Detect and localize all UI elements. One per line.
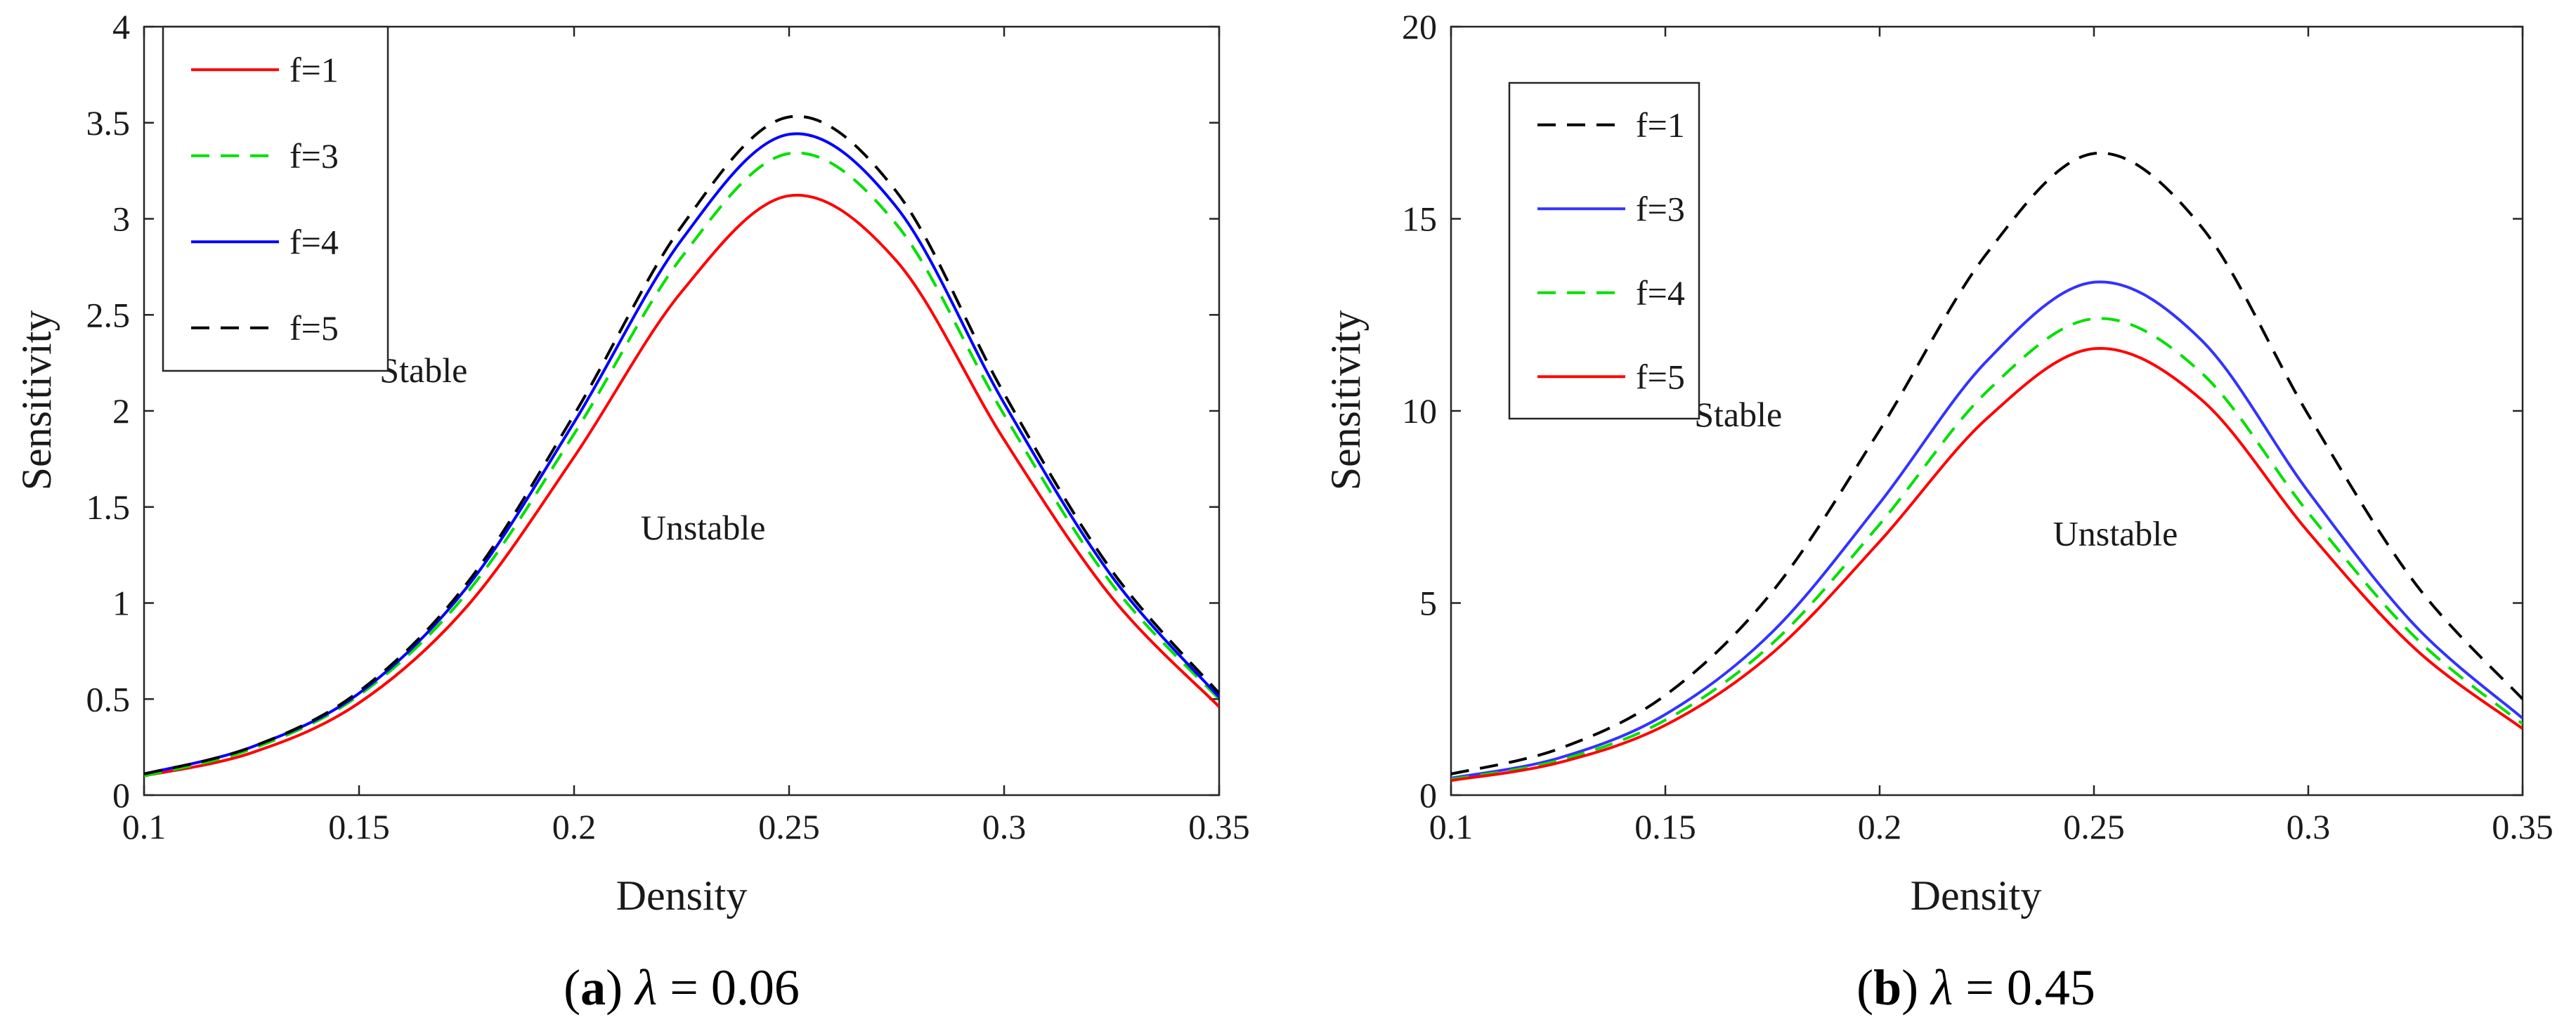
legend-box-a <box>162 25 389 372</box>
chart-panel-a: 0.1 0.15 0.2 0.25 0.3 0.35 0 0.5 1 1.5 2 2.5 3 3.5 4 St… <box>13 7 1250 1016</box>
x-tick-label-a: 0.1 <box>122 807 167 846</box>
x-axis-label-a: Density <box>616 872 748 919</box>
x-tick-label-a: 0.15 <box>328 807 390 846</box>
y-tick-label-a: 0.5 <box>86 679 131 719</box>
y-tick-label-b: 10 <box>1402 391 1437 431</box>
x-tick-label-a: 0.2 <box>552 807 597 846</box>
legend-label-f3-a: f=3 <box>290 136 339 176</box>
y-tick-label-b: 15 <box>1402 199 1437 239</box>
x-tick-label-b: 0.2 <box>1858 807 1902 846</box>
x-tick-label-a: 0.35 <box>1188 807 1250 846</box>
chart-panel-b: 0.1 0.15 0.2 0.25 0.3 0.35 0 5 10 15 20 Stable Unsta… <box>1322 7 2554 1016</box>
x-tick-label-b: 0.3 <box>2286 807 2331 846</box>
y-tick-label-a: 1 <box>112 584 130 623</box>
caption-symbol-a: λ <box>634 959 657 1016</box>
y-tick-label-a: 4 <box>112 7 130 46</box>
series-line-f4-b <box>1451 317 2523 781</box>
plot-area-a: 0.1 0.15 0.2 0.25 0.3 0.35 0 0.5 1 1.5 2 2.5 3 3.5 4 St… <box>86 7 1250 846</box>
y-tick-label-a: 2.5 <box>86 295 131 334</box>
series-line-f3-a <box>144 151 1219 778</box>
legend-a: f=1 f=3 f=4 f=5 <box>162 25 389 372</box>
caption-value-a: 0.06 <box>711 959 800 1016</box>
x-axis-label-b: Density <box>1911 872 2042 919</box>
x-tick-label-a: 0.25 <box>758 807 820 846</box>
legend-label-f5-b: f=5 <box>1636 357 1685 396</box>
annotation-stable-b: Stable <box>1694 395 1782 434</box>
svg-text:(b) λ = 0.45: (b) λ = 0.45 <box>1856 959 2095 1016</box>
legend-label-f4-a: f=4 <box>290 222 339 261</box>
x-tick-label-b: 0.15 <box>1634 807 1696 846</box>
series-line-f3-b <box>1451 280 2523 780</box>
y-tick-label-b: 0 <box>1419 775 1437 815</box>
legend-label-f3-b: f=3 <box>1636 189 1685 228</box>
x-tick-label-b: 0.25 <box>2063 807 2125 846</box>
caption-letter-a: a <box>580 959 606 1016</box>
x-tick-label-a: 0.3 <box>982 807 1027 846</box>
series-line-f5-a <box>144 114 1219 775</box>
annotation-unstable-a: Unstable <box>641 508 766 547</box>
svg-text:(a) λ = 0.06: (a) λ = 0.06 <box>564 959 800 1016</box>
y-tick-label-a: 2 <box>112 391 130 431</box>
legend-label-f4-b: f=4 <box>1636 273 1685 313</box>
caption-letter-b: b <box>1873 959 1901 1016</box>
legend-b: f=1 f=3 f=4 f=5 <box>1508 81 1700 420</box>
annotation-unstable-b: Unstable <box>2053 513 2178 553</box>
series-line-f5-b <box>1451 346 2523 782</box>
y-tick-label-a: 0 <box>112 775 130 815</box>
y-axis-label-b: Sensitivity <box>1322 310 1369 491</box>
caption-value-b: 0.45 <box>2007 959 2095 1016</box>
y-tick-label-a: 1.5 <box>86 487 131 527</box>
legend-box-b <box>1508 81 1700 420</box>
y-tick-label-a: 3.5 <box>86 103 131 143</box>
legend-label-f1-a: f=1 <box>290 50 339 89</box>
annotation-stable-a: Stable <box>379 351 467 390</box>
series-line-f1-a <box>144 193 1219 778</box>
x-tick-label-b: 0.1 <box>1429 807 1474 846</box>
legend-label-f5-a: f=5 <box>290 308 339 348</box>
series-line-f4-a <box>144 132 1219 775</box>
y-axis-label-a: Sensitivity <box>13 310 60 491</box>
caption-symbol-b: λ <box>1930 959 1953 1016</box>
legend-label-f1-b: f=1 <box>1636 105 1685 145</box>
y-tick-label-b: 5 <box>1419 584 1437 623</box>
caption-b: (b) λ = 0.45 <box>1856 959 2095 1016</box>
plot-area-b: 0.1 0.15 0.2 0.25 0.3 0.35 0 5 10 15 20 Stable Unsta… <box>1402 7 2554 846</box>
caption-a: (a) λ = 0.06 <box>564 959 800 1016</box>
y-tick-label-a: 3 <box>112 199 130 239</box>
x-tick-label-b: 0.35 <box>2492 807 2554 846</box>
y-tick-label-b: 20 <box>1402 7 1437 46</box>
